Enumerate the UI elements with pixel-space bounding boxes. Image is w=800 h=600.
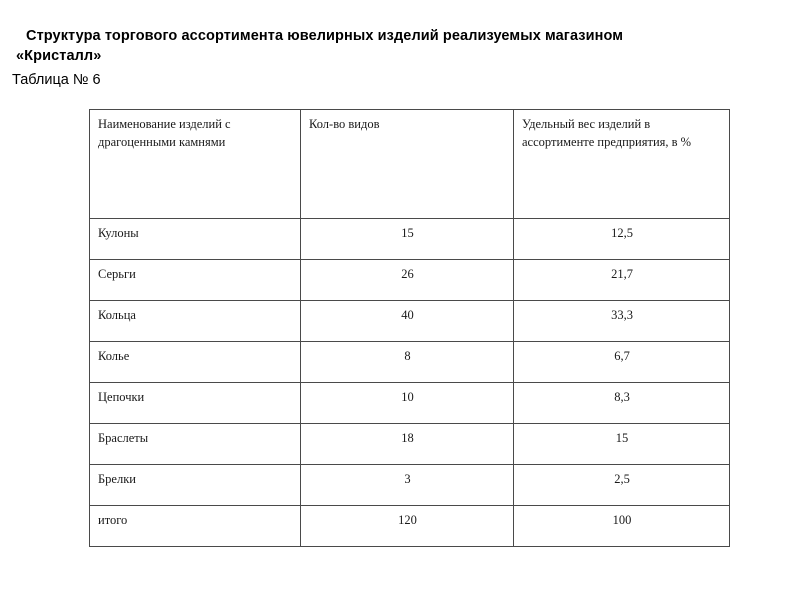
cell-item-name: Цепочки <box>89 382 301 424</box>
table-row: Серьги 26 21,7 <box>89 259 730 301</box>
cell-item-share: 21,7 <box>513 259 730 301</box>
cell-item-name: Браслеты <box>89 423 301 465</box>
table-row: Браслеты 18 15 <box>89 423 730 465</box>
cell-item-share: 2,5 <box>513 464 730 506</box>
column-header-name: Наименование изделий с драгоценными камн… <box>89 109 301 219</box>
table-header: Наименование изделий с драгоценными камн… <box>89 109 730 219</box>
cell-item-name: Брелки <box>89 464 301 506</box>
cell-item-name: итого <box>89 505 301 547</box>
cell-item-count: 8 <box>300 341 514 383</box>
cell-item-name: Серьги <box>89 259 301 301</box>
cell-item-share: 33,3 <box>513 300 730 342</box>
cell-item-share: 15 <box>513 423 730 465</box>
page-title: Структура торгового ассортимента ювелирн… <box>16 26 766 66</box>
cell-item-count: 120 <box>300 505 514 547</box>
table-row: итого 120 100 <box>89 505 730 547</box>
cell-item-count: 18 <box>300 423 514 465</box>
cell-item-count: 3 <box>300 464 514 506</box>
table-row: Цепочки 10 8,3 <box>89 382 730 424</box>
page-title-line-1: Структура торгового ассортимента ювелирн… <box>26 28 624 44</box>
table-row: Кулоны 15 12,5 <box>89 218 730 260</box>
cell-item-count: 40 <box>300 300 514 342</box>
cell-item-share: 8,3 <box>513 382 730 424</box>
table-body: Кулоны 15 12,5 Серьги 26 21,7 Кольца 40 33,3 Коль… <box>89 218 730 547</box>
table-header-row: Наименование изделий с драгоценными камн… <box>89 109 730 219</box>
cell-item-share: 6,7 <box>513 341 730 383</box>
table-row: Колье 8 6,7 <box>89 341 730 383</box>
cell-item-name: Колье <box>89 341 301 383</box>
cell-item-count: 15 <box>300 218 514 260</box>
column-header-share: Удельный вес изделий в ассортименте пред… <box>513 109 730 219</box>
cell-item-share: 12,5 <box>513 218 730 260</box>
table-container: Наименование изделий с драгоценными камн… <box>89 109 730 547</box>
cell-item-count: 10 <box>300 382 514 424</box>
table-row: Брелки 3 2,5 <box>89 464 730 506</box>
table-row: Кольца 40 33,3 <box>89 300 730 342</box>
cell-item-share: 100 <box>513 505 730 547</box>
cell-item-count: 26 <box>300 259 514 301</box>
column-header-count: Кол-во видов <box>300 109 514 219</box>
cell-item-name: Кулоны <box>89 218 301 260</box>
page-title-line-2: «Кристалл» <box>16 48 102 64</box>
cell-item-name: Кольца <box>89 300 301 342</box>
assortment-table: Наименование изделий с драгоценными камн… <box>89 109 730 547</box>
table-caption: Таблица № 6 <box>12 72 101 88</box>
